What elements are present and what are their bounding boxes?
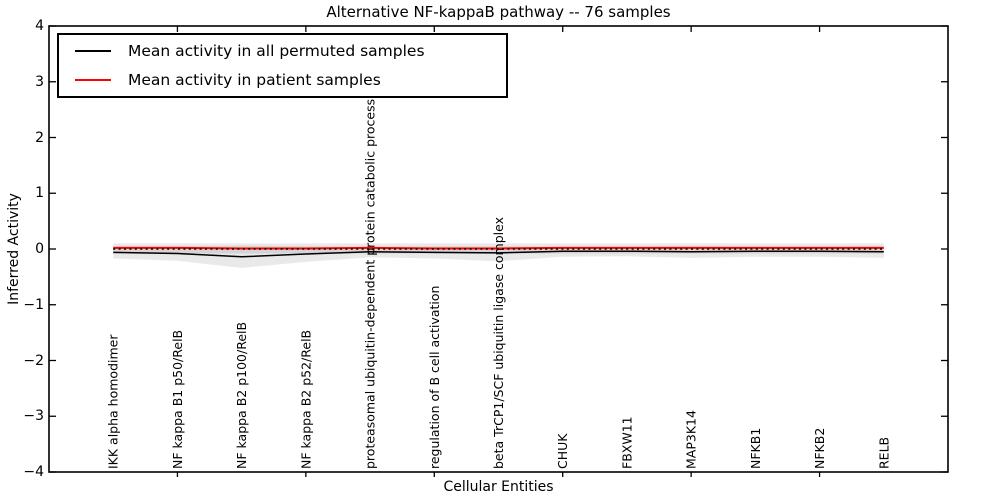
category-label: NF kappa B1 p50/RelB [170,330,185,469]
y-tick-label: 1 [35,185,44,202]
y-tick-label: −1 [23,296,44,313]
plot-border [48,25,949,473]
category-label: MAP3K14 [684,410,699,469]
legend-entry: Mean activity in all permuted samples [59,37,506,65]
category-label: RELB [876,437,891,469]
category-label: FBXW11 [619,416,634,469]
category-label: NFKB1 [748,428,763,469]
y-tick-label: 4 [35,18,44,34]
category-label: beta TrCP1/SCF ubiquitin ligase complex [491,217,506,469]
y-tick-label: 0 [35,241,44,257]
legend-line-swatch-permuted [75,49,111,52]
category-label: CHUK [555,433,570,469]
category-label: NFKB2 [812,428,827,469]
y-tick-label: 2 [35,129,44,146]
category-label: proteasomal ubiquitin-dependent protein … [363,99,378,469]
legend-line-swatch-patient [75,79,111,82]
chart-title: Alternative NF-kappaB pathway -- 76 samp… [326,3,671,21]
category-label: NF kappa B2 p100/RelB [234,322,249,469]
category-label: regulation of B cell activation [427,286,442,469]
category-label: IKK alpha homodimer [106,334,121,469]
category-label: NF kappa B2 p52/RelB [298,330,313,469]
y-tick-label: −4 [23,464,44,480]
series-line-permuted-mean [113,250,884,258]
x-axis-label: Cellular Entities [443,479,554,495]
legend-entry: Mean activity in patient samples [59,66,506,94]
y-tick-label: −2 [23,352,44,369]
y-tick-label: −3 [23,408,44,425]
legend-entry-label: Mean activity in patient samples [128,71,381,90]
legend: Mean activity in all permuted samples Mea… [57,33,508,98]
legend-entry-label: Mean activity in all permuted samples [128,41,425,60]
y-tick-label: 3 [35,73,44,90]
